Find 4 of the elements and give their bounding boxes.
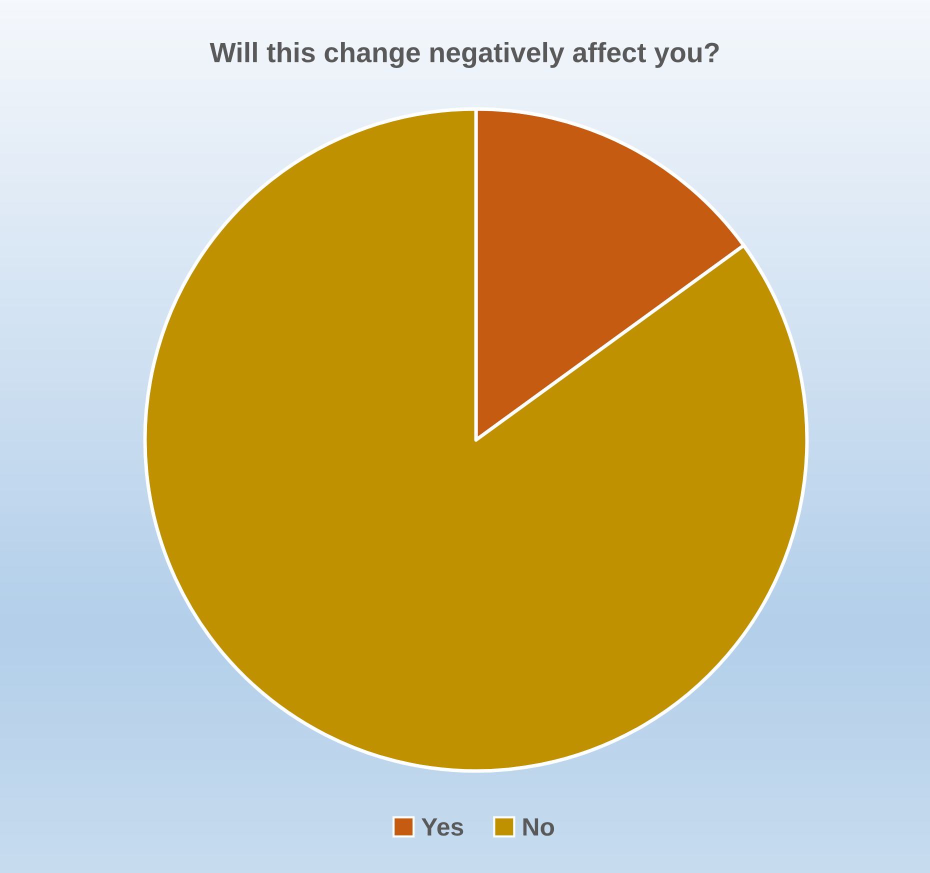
legend-label: Yes <box>422 818 464 836</box>
legend-label: No <box>523 818 554 836</box>
chart-title: Will this change negatively affect you? <box>210 42 719 68</box>
pie-slice <box>143 107 809 773</box>
